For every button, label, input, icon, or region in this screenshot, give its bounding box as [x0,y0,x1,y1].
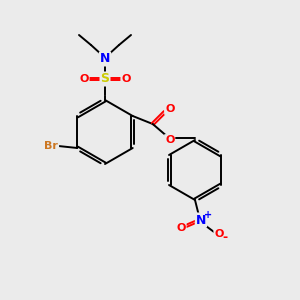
Text: O: O [165,135,174,145]
Text: O: O [165,104,174,114]
Text: +: + [204,210,212,220]
Text: O: O [121,74,131,84]
Text: N: N [100,52,110,65]
Text: -: - [222,230,228,244]
Text: O: O [79,74,89,84]
Text: O: O [214,229,224,239]
Text: Br: Br [44,141,58,151]
Text: O: O [176,223,186,233]
Text: S: S [100,73,109,85]
Text: N: N [196,214,206,226]
